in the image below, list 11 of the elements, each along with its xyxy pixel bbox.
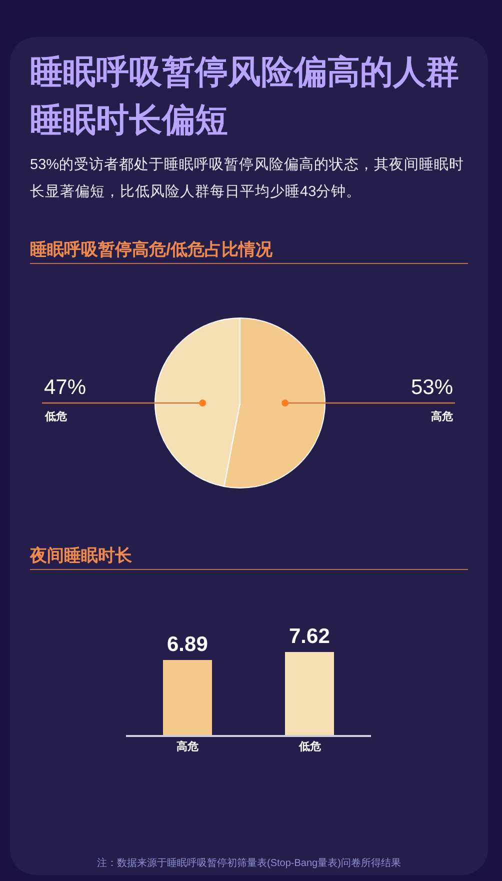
text: 53%的受访者都处于睡眠呼吸暂停风险偏高的状态，其夜间睡眠时长显著偏短，比低风险人群每日平均少睡43分钟。 [30,156,466,202]
data-label: 53% [411,376,454,399]
text: 注：数据来源于睡眠呼吸暂停初筛量表(Stop-Bang量表)问卷所得结果 [96,856,402,870]
chart-title: 夜间睡眠时长 [30,543,468,570]
slice-label: 低危 [44,410,67,423]
slice-label: 高危 [431,410,453,423]
chart-title: 睡眠呼吸暂停高危/低危占比情况 [30,237,468,264]
data-label: 47% [44,376,86,399]
data-label: 6.89 [167,633,208,656]
data-label: 7.62 [289,625,330,648]
text: 睡眠呼吸暂停风险偏高的人群睡眠时长偏短 [30,52,460,140]
